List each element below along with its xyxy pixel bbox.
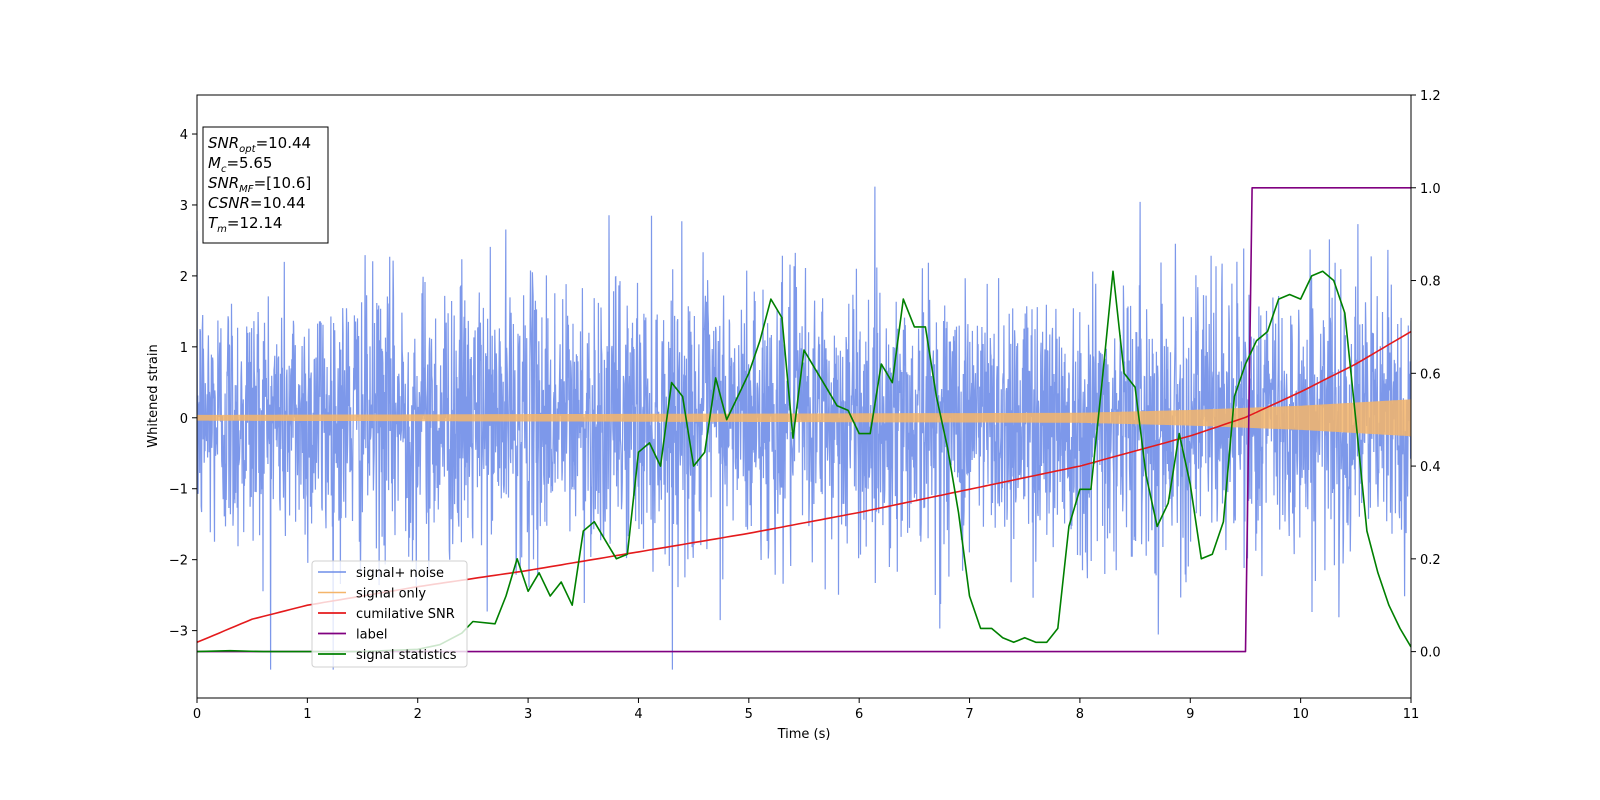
legend-label: signal statistics: [356, 648, 457, 663]
legend-item: signal+ noise: [318, 566, 444, 581]
y-tick-label: −1: [169, 483, 188, 498]
x-tick-label: 5: [745, 707, 753, 722]
y-tick-label: −2: [169, 554, 188, 569]
info-line: CSNR=10.44: [208, 194, 305, 212]
info-line: SNRopt=10.44: [208, 134, 311, 155]
series-label-line: [197, 187, 1411, 653]
x-tick-label: 8: [1076, 707, 1084, 722]
x-tick-label: 10: [1292, 707, 1309, 722]
x-tick-label: 7: [965, 707, 973, 722]
x-axis-label: Time (s): [777, 727, 831, 742]
x-tick-label: 11: [1403, 707, 1420, 722]
y2-tick-label: 0.8: [1420, 275, 1441, 290]
legend: signal+ noise signal only cumilative SNR la…: [311, 560, 468, 668]
y2-tick-label: 1.0: [1420, 182, 1441, 197]
x-tick-label: 0: [193, 707, 201, 722]
info-line: Mc=5.65: [208, 154, 272, 175]
x-tick-label: 4: [634, 707, 642, 722]
x-tick-label: 9: [1186, 707, 1194, 722]
legend-item: cumilative SNR: [318, 607, 455, 622]
series-signal-only-line: [197, 399, 1411, 437]
x-tick-label: 3: [524, 707, 532, 722]
x-axis: 0 1 2 3 4 5 6 7 8 9 10 11: [193, 698, 1419, 722]
x-tick-label: 2: [414, 707, 422, 722]
y-tick-label: −3: [169, 625, 188, 640]
y-axis-right: 0.0 0.2 0.4 0.6 0.8 1.0 1.2: [1411, 89, 1441, 661]
y-tick-label: 0: [180, 412, 188, 427]
series-signal-statistics-line: [197, 270, 1411, 653]
y-axis-left: −3 −2 −1 0 1 2 3 4: [169, 128, 197, 640]
legend-item: label: [318, 628, 387, 643]
y2-tick-label: 0.0: [1420, 646, 1441, 661]
y-tick-label: 3: [180, 199, 188, 214]
info-line: SNRMF=[10.6]: [208, 174, 311, 195]
y2-tick-label: 0.2: [1420, 553, 1441, 568]
y-axis-label: Whitened strain: [146, 344, 161, 447]
info-line: Tm=12.14: [208, 214, 282, 235]
info-box: SNRopt=10.44Mc=5.65SNRMF=[10.6]CSNR=10.4…: [202, 126, 329, 244]
y-tick-label: 2: [180, 270, 188, 285]
legend-label: signal only: [356, 587, 426, 602]
legend-item: signal statistics: [318, 648, 457, 663]
y2-tick-label: 1.2: [1420, 89, 1441, 104]
x-tick-label: 6: [855, 707, 863, 722]
legend-label: cumilative SNR: [356, 607, 455, 622]
series-signal-noise-line: [197, 186, 1411, 670]
x-tick-label: 1: [303, 707, 311, 722]
y-tick-label: 4: [180, 128, 188, 143]
legend-label: label: [356, 628, 387, 643]
legend-item: signal only: [318, 587, 426, 602]
y2-tick-label: 0.4: [1420, 460, 1441, 475]
legend-label: signal+ noise: [356, 566, 444, 581]
plot-frame: [196, 94, 1412, 699]
y2-tick-label: 0.6: [1420, 367, 1441, 382]
y-tick-label: 1: [180, 341, 188, 356]
